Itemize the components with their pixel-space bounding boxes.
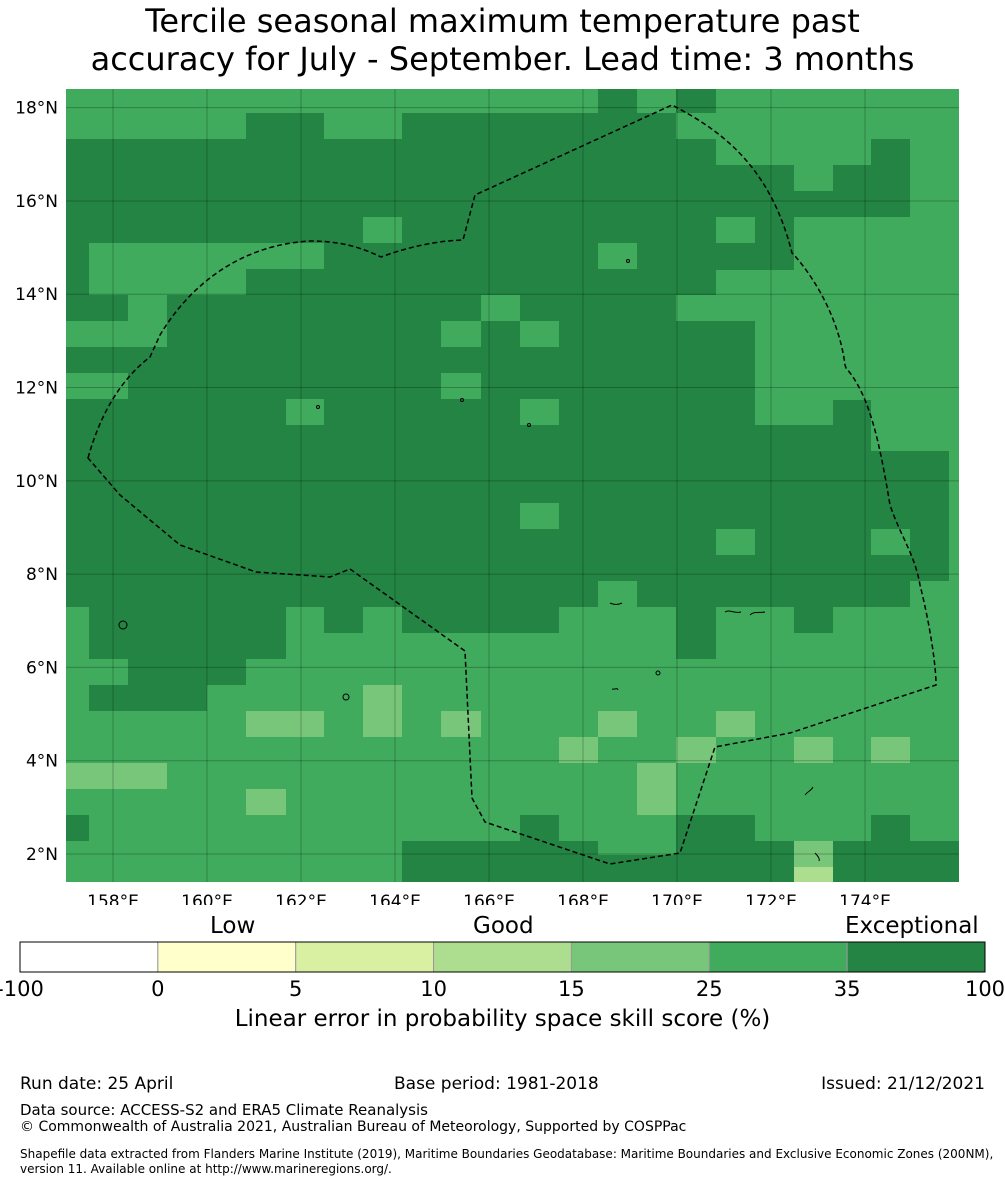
region-35-100-south [66,815,959,882]
lat-tick-labels: 18°N 16°N 14°N 12°N 10°N 8°N 6°N 4°N 2°N [15,99,58,865]
gridlines [66,89,959,882]
data-source: Data source: ACCESS-S2 and ERA5 Climate … [20,1101,428,1119]
colorbar: -100 0 5 10 15 25 35 100 [0,941,1005,1000]
colorbar-tick-label: 25 [696,977,723,1000]
colorbar-tick-label: 100 [965,977,1005,1000]
run-date: Run date: 25 April [20,1074,174,1094]
lon-tick-label: 160°E [181,892,233,905]
colorbar-word-exceptional: Exceptional [845,913,979,939]
lat-tick-label: 4°N [26,752,58,772]
colorbar-tick-label: 15 [558,977,585,1000]
lat-tick-label: 18°N [15,99,58,119]
lat-tick-label: 10°N [15,472,58,492]
skill-map: 18°N 16°N 14°N 12°N 10°N 8°N 6°N 4°N 2°N 158°E 16… [15,89,959,905]
lon-tick-label: 174°E [839,892,891,905]
issued-date: Issued: 21/12/2021 [821,1074,985,1094]
colorbar-word-good: Good [473,913,534,939]
lat-tick-label: 14°N [15,285,58,305]
lat-tick-label: 6°N [26,658,58,678]
title-line-1: Tercile seasonal maximum temperature pas… [145,2,860,40]
colorbar-label: Linear error in probability space skill … [234,1006,771,1032]
lon-tick-label: 166°E [463,892,515,905]
colorbar-tick-label: 0 [151,977,164,1000]
region-25-35-patches [66,89,959,685]
colorbar-tick-label: -100 [0,977,44,1000]
lat-tick-label: 16°N [15,192,58,212]
region-15-25 [66,685,910,815]
lon-tick-label: 172°E [745,892,797,905]
colorbar-swatch [157,941,297,973]
lon-tick-label: 170°E [651,892,703,905]
colorbar-outline [19,941,986,973]
lon-tick-label: 162°E [275,892,327,905]
colorbar-swatch [295,941,435,973]
eez-boundary [87,104,937,865]
colorbar-tick-label: 35 [834,977,861,1000]
region-15-25-south [794,841,833,867]
lat-tick-label: 8°N [26,565,58,585]
base-period: Base period: 1981-2018 [394,1074,599,1094]
lon-tick-label: 164°E [369,892,421,905]
colorbar-word-low: Low [210,913,256,939]
islands [118,259,820,862]
shapefile-credit: Shapefile data extracted from Flanders M… [20,1147,994,1176]
colorbar-swatch [846,941,986,973]
colorbar-tick-label: 10 [420,977,447,1000]
copyright: © Commonwealth of Australia 2021, Austra… [20,1119,687,1135]
lon-tick-labels: 158°E 160°E 162°E 164°E 166°E 168°E 170°E 172°E… [87,892,891,905]
lon-tick-label: 168°E [557,892,609,905]
colorbar-swatch [19,941,159,973]
lat-tick-label: 12°N [15,379,58,399]
colorbar-tick-label: 5 [289,977,302,1000]
title-line-2: accuracy for July - September. Lead time… [90,40,915,78]
colorbar-swatch [570,941,710,973]
colorbar-swatch [708,941,848,973]
colorbar-swatch [433,941,572,973]
lat-tick-label: 2°N [26,845,58,865]
lon-tick-label: 158°E [87,892,139,905]
region-10-15 [794,867,833,882]
map-title: Tercile seasonal maximum temperature pas… [0,2,1005,78]
